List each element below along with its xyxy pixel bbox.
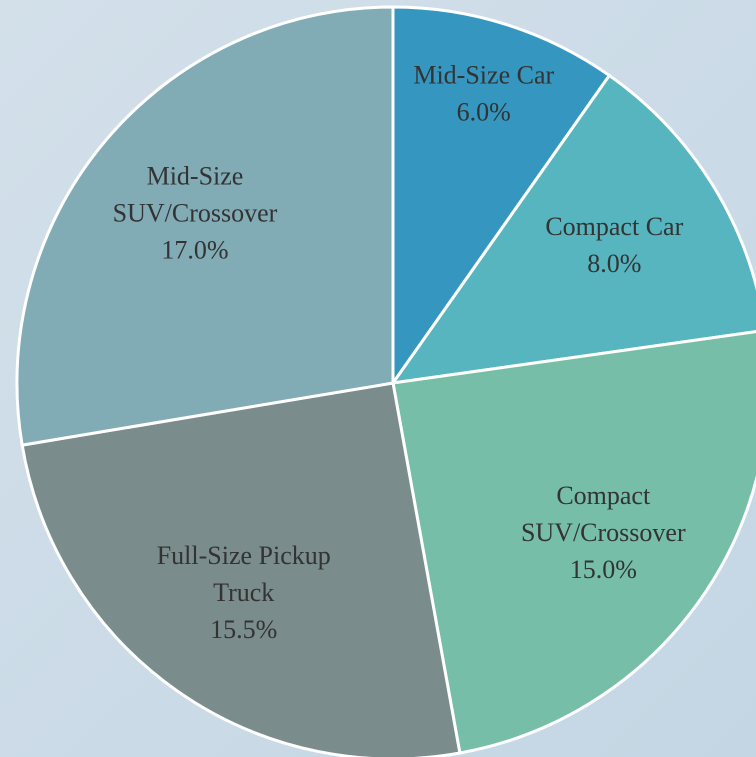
value-label: 15.5%	[210, 615, 277, 644]
value-label: 8.0%	[587, 249, 641, 278]
slice-label: Mid-Size SUV/Crossover	[113, 161, 278, 227]
slice-label: Full-Size Pickup Truck	[157, 541, 331, 607]
pie-slice	[391, 330, 756, 755]
pie-slice	[20, 381, 462, 757]
pie-slice	[15, 5, 395, 447]
slice-label: Compact SUV/Crossover	[521, 481, 686, 547]
pie-slice	[391, 5, 612, 388]
value-label: 17.0%	[161, 235, 228, 264]
value-label: 15.0%	[570, 555, 637, 584]
slice-label: Compact Car	[545, 212, 683, 241]
value-label: 6.0%	[457, 98, 511, 127]
slice-label: Mid-Size Car	[413, 61, 554, 90]
pie-slice	[389, 73, 756, 385]
